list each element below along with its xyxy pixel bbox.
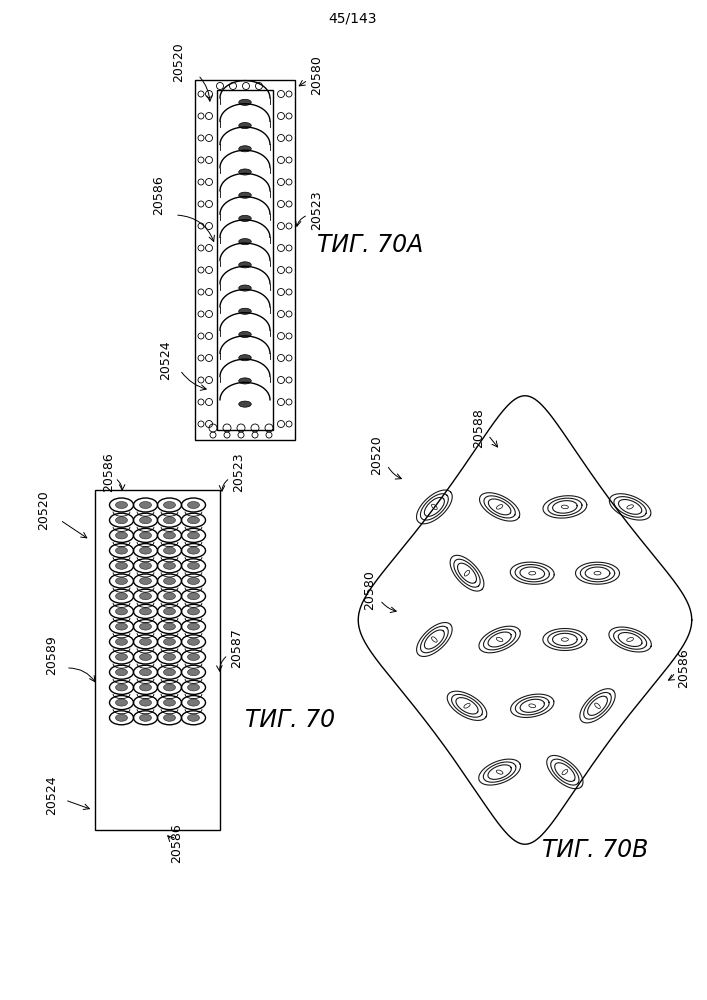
Ellipse shape xyxy=(139,517,151,524)
Ellipse shape xyxy=(187,562,199,569)
Ellipse shape xyxy=(187,684,199,691)
Ellipse shape xyxy=(139,547,151,554)
Ellipse shape xyxy=(115,714,127,721)
Ellipse shape xyxy=(163,547,175,554)
Ellipse shape xyxy=(187,638,199,645)
Ellipse shape xyxy=(239,308,251,314)
Ellipse shape xyxy=(139,654,151,660)
Text: 20586: 20586 xyxy=(152,175,165,215)
Ellipse shape xyxy=(115,578,127,584)
Ellipse shape xyxy=(115,623,127,630)
Ellipse shape xyxy=(115,562,127,569)
Ellipse shape xyxy=(239,169,251,175)
Ellipse shape xyxy=(239,262,251,268)
Ellipse shape xyxy=(115,699,127,706)
Text: 20524: 20524 xyxy=(45,775,58,815)
Text: 20588: 20588 xyxy=(472,408,485,448)
Text: 20520: 20520 xyxy=(37,490,50,530)
Ellipse shape xyxy=(139,638,151,645)
Ellipse shape xyxy=(187,517,199,524)
Ellipse shape xyxy=(163,714,175,721)
Ellipse shape xyxy=(139,669,151,676)
Ellipse shape xyxy=(239,215,251,221)
Text: ΤИГ. 70B: ΤИГ. 70B xyxy=(542,838,648,862)
Text: 20523: 20523 xyxy=(310,190,323,230)
Ellipse shape xyxy=(139,593,151,600)
Ellipse shape xyxy=(239,378,251,384)
Text: 20586: 20586 xyxy=(102,452,115,492)
Ellipse shape xyxy=(115,502,127,508)
Ellipse shape xyxy=(163,699,175,706)
Ellipse shape xyxy=(163,669,175,676)
Ellipse shape xyxy=(139,532,151,539)
Ellipse shape xyxy=(239,331,251,338)
Text: 20580: 20580 xyxy=(363,570,376,610)
Ellipse shape xyxy=(163,593,175,600)
Ellipse shape xyxy=(239,192,251,198)
Ellipse shape xyxy=(187,669,199,676)
Text: 20524: 20524 xyxy=(159,340,172,380)
Text: 20586: 20586 xyxy=(677,648,690,688)
Text: 20586: 20586 xyxy=(170,823,183,863)
Ellipse shape xyxy=(239,401,251,407)
Text: ΤИГ. 70A: ΤИГ. 70A xyxy=(317,233,423,257)
Ellipse shape xyxy=(187,699,199,706)
Ellipse shape xyxy=(239,355,251,361)
Ellipse shape xyxy=(115,547,127,554)
Ellipse shape xyxy=(115,638,127,645)
Ellipse shape xyxy=(115,684,127,691)
Ellipse shape xyxy=(139,714,151,721)
Ellipse shape xyxy=(139,623,151,630)
Ellipse shape xyxy=(115,654,127,660)
Text: 20523: 20523 xyxy=(232,452,245,492)
Ellipse shape xyxy=(187,654,199,660)
Ellipse shape xyxy=(163,502,175,508)
Ellipse shape xyxy=(139,578,151,584)
Text: 45/143: 45/143 xyxy=(329,11,378,25)
Ellipse shape xyxy=(239,146,251,152)
Ellipse shape xyxy=(187,593,199,600)
Ellipse shape xyxy=(187,714,199,721)
Text: 20520: 20520 xyxy=(172,42,185,82)
Ellipse shape xyxy=(163,608,175,615)
Ellipse shape xyxy=(187,608,199,615)
Ellipse shape xyxy=(239,123,251,129)
Ellipse shape xyxy=(115,532,127,539)
Ellipse shape xyxy=(163,623,175,630)
Text: 20520: 20520 xyxy=(370,435,383,475)
Ellipse shape xyxy=(187,623,199,630)
Ellipse shape xyxy=(239,99,251,105)
Text: ΤИГ. 70: ΤИГ. 70 xyxy=(245,708,335,732)
Ellipse shape xyxy=(163,654,175,660)
Ellipse shape xyxy=(115,517,127,524)
Ellipse shape xyxy=(163,562,175,569)
Ellipse shape xyxy=(187,578,199,584)
Ellipse shape xyxy=(163,532,175,539)
Text: 20587: 20587 xyxy=(230,628,243,668)
Ellipse shape xyxy=(187,502,199,508)
Ellipse shape xyxy=(115,593,127,600)
Ellipse shape xyxy=(139,562,151,569)
Ellipse shape xyxy=(187,547,199,554)
Ellipse shape xyxy=(163,517,175,524)
Ellipse shape xyxy=(187,532,199,539)
Ellipse shape xyxy=(115,669,127,676)
Ellipse shape xyxy=(239,239,251,245)
Ellipse shape xyxy=(239,285,251,291)
Ellipse shape xyxy=(115,608,127,615)
Ellipse shape xyxy=(163,638,175,645)
Text: 20589: 20589 xyxy=(45,635,58,675)
Ellipse shape xyxy=(139,502,151,508)
Ellipse shape xyxy=(163,578,175,584)
Text: 20580: 20580 xyxy=(310,55,323,95)
Ellipse shape xyxy=(139,608,151,615)
Ellipse shape xyxy=(139,699,151,706)
Ellipse shape xyxy=(139,684,151,691)
Ellipse shape xyxy=(163,684,175,691)
